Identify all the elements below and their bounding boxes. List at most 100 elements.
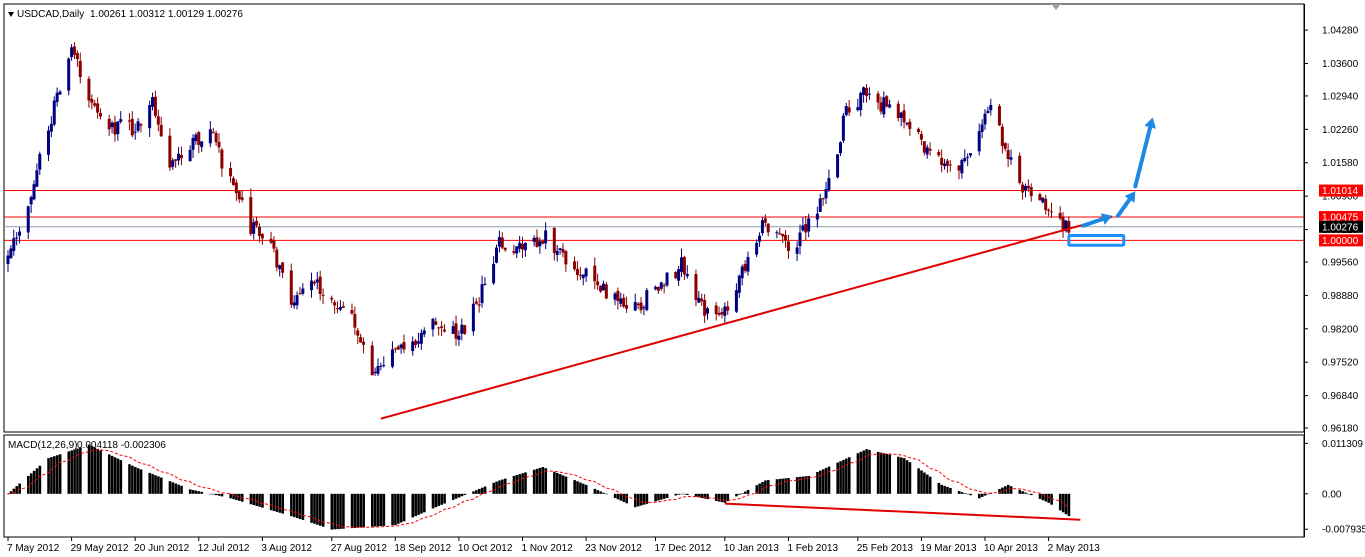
candle-body [844, 106, 848, 116]
candle-body [495, 247, 498, 263]
macd-bar [298, 493, 302, 520]
candle-body [503, 248, 507, 250]
annotations[interactable] [380, 117, 1157, 420]
shift-marker-icon[interactable] [1051, 4, 1061, 10]
macd-bar [940, 484, 944, 494]
candle-body [191, 138, 195, 150]
macd-bar [1001, 487, 1004, 494]
macd-bar [541, 467, 545, 494]
macd-bar [558, 474, 562, 494]
candle-body [552, 227, 556, 253]
dropdown-triangle-icon[interactable] [8, 12, 14, 17]
symbol-label: USDCAD,Daily [17, 9, 84, 20]
price-tick-label: 1.00900 [1322, 192, 1359, 203]
macd-pane[interactable] [3, 434, 1305, 538]
candle-body [512, 251, 516, 253]
macd-bar [842, 459, 845, 494]
price-pane[interactable] [3, 3, 1305, 433]
candle-body [399, 344, 403, 349]
macd-bar [723, 493, 727, 503]
candle-body [928, 148, 932, 151]
up-arrow-icon-2[interactable] [1115, 191, 1136, 218]
candle-body [330, 297, 334, 300]
time-tick-label: 25 Feb 2013 [857, 543, 914, 554]
candle-body [353, 314, 357, 328]
candle-body [217, 141, 221, 148]
time-axis: 7 May 2012 29 May 2012 20 Jun 2012 12 Jul 2… [7, 537, 1100, 554]
macd-bar [660, 493, 663, 500]
macd-bar [32, 470, 36, 494]
macd-bar [93, 447, 97, 494]
candle-body [179, 155, 183, 159]
target-zone-box[interactable] [1067, 233, 1126, 247]
macd-bar [472, 491, 475, 494]
candle-body [278, 265, 282, 270]
macd-bar [917, 468, 920, 494]
candle-body [26, 206, 30, 233]
macd-bar [382, 493, 386, 526]
candle-body [70, 47, 74, 58]
time-tick-label: 23 Nov 2012 [585, 543, 642, 554]
candle-body [174, 159, 178, 161]
candle-body [463, 325, 467, 334]
candle-body [838, 142, 842, 154]
macd-bar [824, 467, 828, 494]
up-arrow-icon-1[interactable] [1081, 213, 1113, 228]
macd-bar [819, 470, 822, 494]
candle-body [281, 262, 285, 273]
macd-bar [949, 487, 952, 494]
macd-bar [518, 474, 522, 494]
macd-bar [492, 482, 496, 494]
macd-bar [501, 479, 504, 494]
macd-bar [197, 491, 201, 494]
macd-bar [556, 472, 559, 494]
candle-body [1058, 212, 1062, 219]
candle-body [963, 158, 967, 162]
candle-body [682, 257, 686, 275]
candle-body [616, 290, 620, 302]
candle-body [1044, 198, 1048, 211]
macd-bar [133, 467, 137, 494]
up-arrow-icon-3[interactable] [1133, 117, 1157, 189]
candle-body [1026, 185, 1030, 189]
candle-body [451, 326, 455, 334]
candle-body [1067, 221, 1071, 233]
candle-body [194, 134, 198, 141]
macd-bar [897, 456, 900, 494]
candle-body [604, 284, 608, 299]
candle-body [437, 327, 441, 329]
candle-body [497, 236, 501, 247]
support-trendline[interactable] [380, 215, 1113, 420]
candle-body [561, 249, 565, 253]
candle-body [824, 188, 828, 199]
time-tick-label: 27 Aug 2012 [331, 543, 388, 554]
candle-body [775, 232, 779, 234]
macd-bar [9, 491, 13, 494]
arrow-head [1100, 213, 1113, 225]
macd-bar [986, 493, 990, 495]
time-tick-label: 19 Mar 2013 [920, 543, 977, 554]
macd-trendline[interactable] [724, 502, 1081, 521]
macd-bar [674, 493, 678, 496]
candle-body [431, 318, 435, 330]
candle-body [214, 133, 218, 143]
macd-bar [795, 477, 799, 494]
candle-body [659, 282, 663, 289]
candle-body [786, 241, 790, 251]
candle-body [127, 120, 131, 122]
time-tick-label: 29 May 2012 [71, 543, 129, 554]
arrow-head [1144, 117, 1157, 129]
candle-body [518, 242, 522, 249]
macd-bar [521, 473, 524, 494]
candle-body [298, 293, 302, 295]
candle-body [656, 286, 660, 291]
candle-body [957, 165, 961, 171]
macd-bar [787, 478, 790, 494]
horizontal-levels[interactable] [4, 190, 1304, 241]
macd-bar [402, 493, 406, 522]
price-tick-label: 1.04280 [1322, 26, 1359, 37]
macd-bar [706, 493, 709, 500]
candle-body [694, 274, 698, 300]
candle-body [821, 198, 825, 200]
